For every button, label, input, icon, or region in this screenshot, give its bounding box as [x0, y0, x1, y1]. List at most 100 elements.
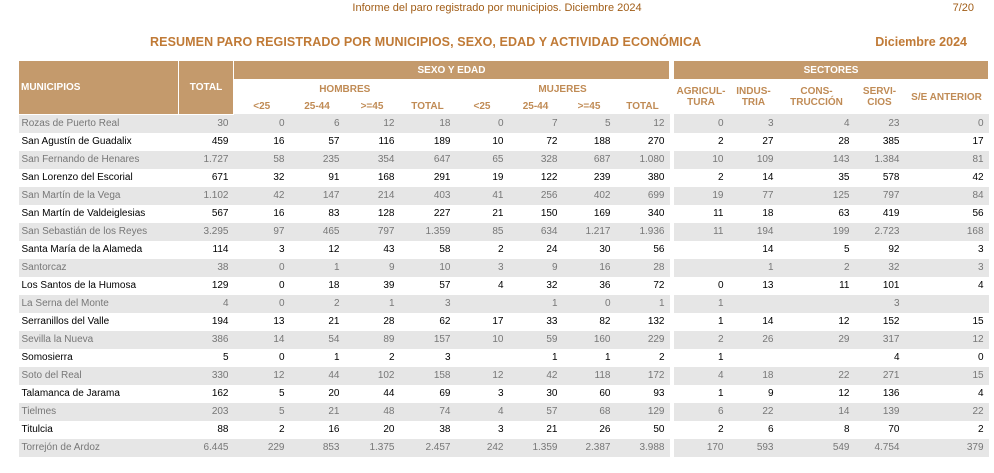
cell-mt: 129	[615, 402, 670, 421]
cell-m2544: 9	[508, 258, 563, 277]
cell-ser: 3	[854, 294, 905, 313]
table-row: San Martín de la Vega 1.102 42 147 214 403 41 2…	[18, 186, 989, 205]
cell-ser: 4.754	[854, 438, 905, 457]
cell-m45: 188	[562, 132, 616, 151]
cell-m45: 118	[562, 366, 616, 385]
cell-m45: 60	[562, 384, 616, 403]
cell-mt: 56	[615, 240, 670, 259]
cell-ind: 77	[728, 186, 779, 205]
cell-m45: 0	[562, 294, 616, 313]
cell-total: 162	[178, 384, 234, 403]
cell-con: 143	[778, 150, 855, 169]
cell-h25: 5	[233, 402, 290, 421]
cell-agr: 11	[673, 204, 729, 223]
cell-mt: 72	[615, 276, 670, 295]
cell-ind: 18	[728, 204, 779, 223]
cell-h25: 14	[233, 330, 290, 349]
cell-h45: 39	[344, 276, 400, 295]
cell-h45: 2	[344, 348, 400, 367]
cell-name: San Fernando de Henares	[18, 150, 179, 169]
cell-m25: 19	[455, 168, 509, 187]
cell-ht: 1.359	[399, 222, 456, 241]
cell-h2544: 20	[289, 384, 345, 403]
cell-total: 459	[178, 132, 234, 151]
cell-sea: 0	[904, 114, 989, 133]
cell-h45: 128	[344, 204, 400, 223]
cell-h2544: 57	[289, 132, 345, 151]
cell-name: Sevilla la Nueva	[18, 330, 179, 349]
cell-ht: 647	[399, 150, 456, 169]
table-row: Serranillos del Valle 194 13 21 28 62 17 33 82 13…	[18, 312, 989, 331]
table-row: Sevilla la Nueva 386 14 54 89 157 10 59 160 229 2 2…	[18, 330, 989, 349]
cell-h2544: 853	[289, 438, 345, 457]
cell-m2544: 328	[508, 150, 563, 169]
mujeres-header: MUJERES	[455, 79, 670, 98]
cell-con	[778, 348, 855, 367]
cell-h25: 0	[233, 258, 290, 277]
cell-mt: 1.936	[615, 222, 670, 241]
cell-sea: 4	[904, 276, 989, 295]
cell-h2544: 12	[289, 240, 345, 259]
cell-con: 549	[778, 438, 855, 457]
table-row: La Serna del Monte 4 0 2 1 3 1 0 1 1 3	[18, 294, 989, 313]
cell-mt: 380	[615, 168, 670, 187]
cell-ser: 70	[854, 420, 905, 439]
mujeres-25-44-header: 25-44	[508, 98, 563, 114]
cell-m25: 0	[455, 114, 509, 133]
table-row: Santa María de la Alameda 114 3 12 43 58 2 24 30…	[18, 240, 989, 259]
cell-total: 5	[178, 348, 234, 367]
cell-h45: 214	[344, 186, 400, 205]
col-municipios-header: MUNICIPIOS	[18, 60, 179, 115]
cell-h45: 20	[344, 420, 400, 439]
cell-name: Torrejón de Ardoz	[18, 438, 179, 457]
sectores-header: SECTORES	[672, 60, 990, 80]
cell-h25: 0	[233, 294, 290, 313]
cell-m25	[455, 294, 509, 313]
cell-ser: 317	[854, 330, 905, 349]
cell-agr: 1	[673, 384, 729, 403]
table-row: Rozas de Puerto Real 30 0 6 12 18 0 7 5 12 0 3 4 23 0	[18, 114, 989, 133]
cell-h2544: 6	[289, 114, 345, 133]
cell-m45: 239	[562, 168, 616, 187]
cell-name: Rozas de Puerto Real	[18, 114, 179, 133]
cell-sea	[904, 294, 989, 313]
cell-name: Tielmes	[18, 402, 179, 421]
cell-mt: 50	[615, 420, 670, 439]
cell-h45: 354	[344, 150, 400, 169]
cell-con: 29	[778, 330, 855, 349]
cell-mt: 229	[615, 330, 670, 349]
cell-ind: 593	[728, 438, 779, 457]
cell-ht: 62	[399, 312, 456, 331]
cell-ind: 1	[728, 258, 779, 277]
cell-con: 14	[778, 402, 855, 421]
cell-agr: 1	[673, 312, 729, 331]
cell-h2544: 465	[289, 222, 345, 241]
cell-h45: 44	[344, 384, 400, 403]
page-header: Informe del paro registrado por municipi…	[0, 0, 994, 18]
cell-name: Titulcia	[18, 420, 179, 439]
cell-m45: 2.387	[562, 438, 616, 457]
cell-total: 386	[178, 330, 234, 349]
cell-con: 12	[778, 384, 855, 403]
cell-mt: 699	[615, 186, 670, 205]
cell-ht: 189	[399, 132, 456, 151]
cell-m2544: 1	[508, 294, 563, 313]
cell-ser: 139	[854, 402, 905, 421]
cell-total: 194	[178, 312, 234, 331]
cell-m45: 1.217	[562, 222, 616, 241]
cell-ind: 194	[728, 222, 779, 241]
cell-h25: 3	[233, 240, 290, 259]
cell-con: 2	[778, 258, 855, 277]
cell-sea: 3	[904, 258, 989, 277]
cell-m2544: 634	[508, 222, 563, 241]
cell-h25: 16	[233, 132, 290, 151]
cell-m45: 82	[562, 312, 616, 331]
cell-agr: 1	[673, 294, 729, 313]
cell-h2544: 16	[289, 420, 345, 439]
cell-agr: 2	[673, 330, 729, 349]
cell-m2544: 256	[508, 186, 563, 205]
cell-ind: 26	[728, 330, 779, 349]
cell-ht: 3	[399, 348, 456, 367]
cell-h25: 5	[233, 384, 290, 403]
cell-m25: 242	[455, 438, 509, 457]
